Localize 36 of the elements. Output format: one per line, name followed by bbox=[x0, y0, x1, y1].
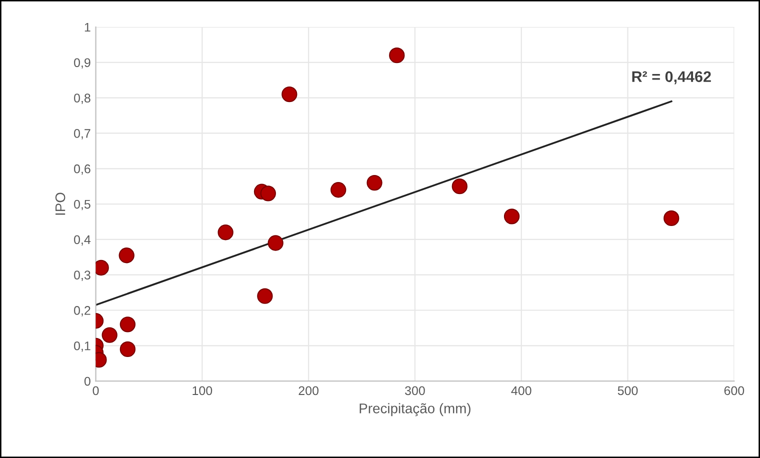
point bbox=[330, 182, 346, 198]
y-tick-label: 0,7 bbox=[74, 129, 90, 140]
point bbox=[120, 341, 136, 358]
point bbox=[260, 186, 276, 202]
point bbox=[102, 327, 118, 343]
y-tick-label: 0,9 bbox=[74, 58, 90, 69]
point bbox=[282, 86, 298, 102]
y-tick-label: 0 bbox=[84, 376, 90, 386]
y-tick-label: 1 bbox=[84, 22, 90, 32]
point bbox=[268, 235, 284, 251]
point bbox=[504, 208, 520, 224]
point bbox=[218, 224, 234, 240]
x-tick-label: 200 bbox=[298, 386, 318, 396]
y-tick-label: 0,4 bbox=[74, 235, 91, 246]
x-tick-label: 400 bbox=[511, 386, 532, 396]
x-tick-label: 300 bbox=[405, 386, 425, 396]
x-tick-label: 600 bbox=[724, 386, 744, 396]
y-tick-label: 0,5 bbox=[74, 200, 90, 210]
point bbox=[366, 174, 382, 191]
x-axis-title: Precipitação (mm) bbox=[360, 403, 470, 416]
y-tick-label: 0,8 bbox=[74, 94, 90, 104]
y-axis-title: IPO bbox=[55, 192, 66, 215]
x-tick-label: 500 bbox=[618, 386, 638, 396]
point bbox=[452, 178, 468, 194]
point bbox=[664, 210, 680, 226]
y-tick-label: 0,6 bbox=[74, 164, 90, 175]
y-tick-label: 0,2 bbox=[74, 306, 90, 316]
point bbox=[257, 288, 273, 304]
y-tick-label: 0,3 bbox=[74, 270, 90, 281]
y-tick-label: 0,1 bbox=[74, 341, 90, 352]
annotation: R² = 0,4462 bbox=[632, 71, 711, 84]
point bbox=[120, 316, 136, 332]
x-tick-label: 0 bbox=[92, 386, 99, 396]
point bbox=[389, 48, 405, 64]
x-tick-label: 100 bbox=[192, 386, 212, 396]
point bbox=[118, 248, 134, 264]
